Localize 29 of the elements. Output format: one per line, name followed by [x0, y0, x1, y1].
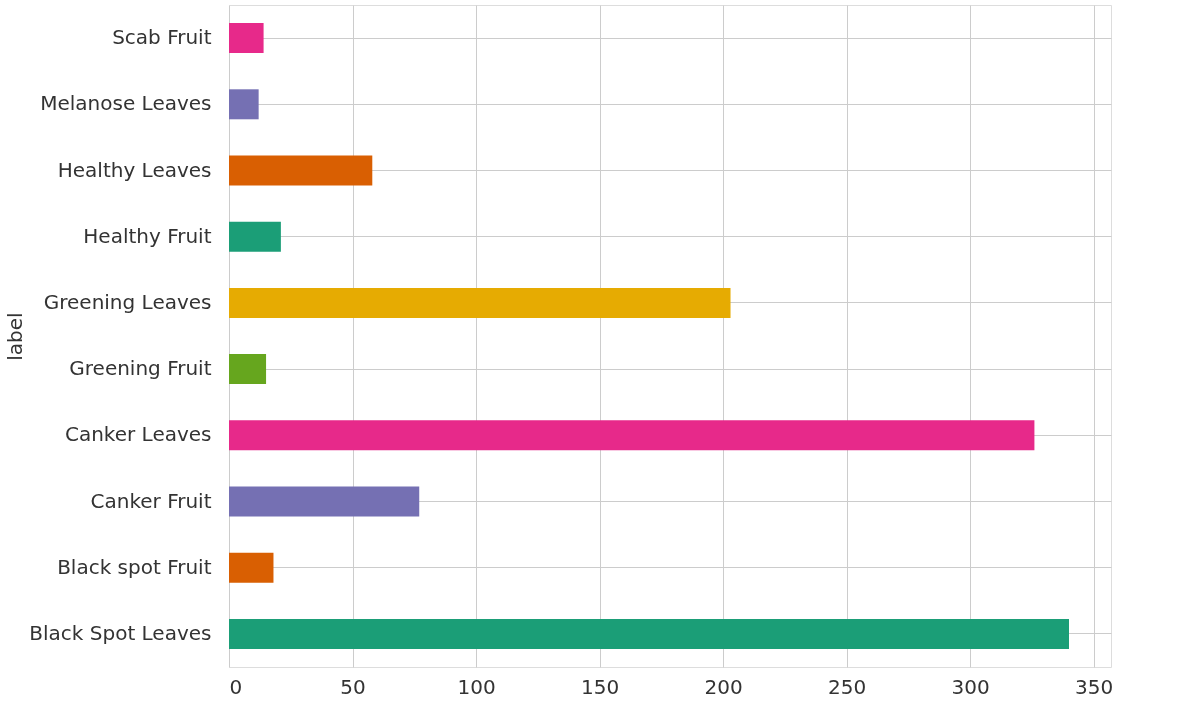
bar [229, 618, 1069, 649]
x-tick-label: 300 [951, 674, 990, 699]
bar [229, 552, 274, 583]
y-tick-label: Greening Fruit [69, 356, 212, 381]
y-tick-label: Greening Leaves [43, 289, 212, 314]
x-tick-label: 250 [828, 674, 867, 699]
y-axis-title: label [2, 312, 27, 361]
y-tick-label: Black spot Fruit [57, 554, 212, 579]
x-tick-label: 200 [704, 674, 743, 699]
y-tick-label: Canker Fruit [90, 488, 212, 513]
bar [229, 221, 281, 252]
y-tick-label: Black Spot Leaves [29, 620, 212, 645]
y-tick-label: Healthy Leaves [57, 157, 212, 182]
y-tick-label: Healthy Fruit [83, 223, 212, 248]
x-tick-label: 0 [229, 674, 243, 699]
bar [229, 486, 420, 517]
x-tick-label: 350 [1075, 674, 1114, 699]
bar [229, 23, 264, 54]
x-tick-label: 50 [340, 674, 366, 699]
y-tick-label: Melanose Leaves [40, 91, 212, 116]
bar [229, 420, 1035, 451]
x-tick-label: 150 [580, 674, 620, 699]
x-tick-label: 100 [457, 674, 496, 699]
bar [229, 155, 373, 186]
bar [229, 354, 267, 385]
y-tick-label: Canker Leaves [64, 422, 212, 447]
y-tick-label: Scab Fruit [112, 25, 212, 50]
bar [229, 287, 731, 318]
bar [229, 89, 259, 120]
